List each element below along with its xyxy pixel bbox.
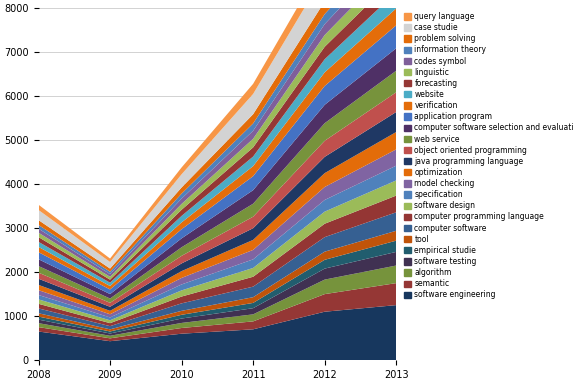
- Legend: query language, case studie, problem solving, information theory, codes symbol, : query language, case studie, problem sol…: [404, 12, 574, 300]
